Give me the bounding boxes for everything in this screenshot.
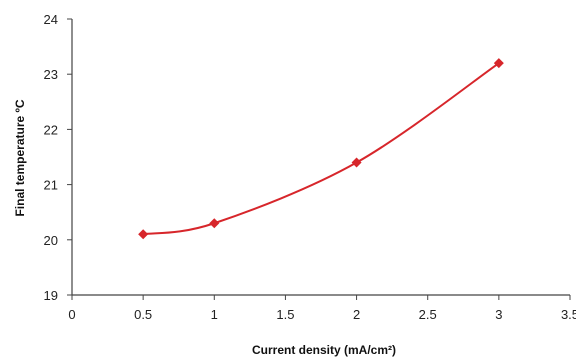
y-tick-label: 21 bbox=[44, 178, 58, 193]
y-axis-title: Final temperature ºC bbox=[13, 99, 27, 216]
x-tick-label: 3.5 bbox=[561, 307, 576, 322]
ticks bbox=[67, 18, 571, 300]
x-tick-label: 3 bbox=[495, 307, 502, 322]
y-tick-label: 24 bbox=[44, 12, 58, 27]
tick-labels: 0 0.5 1 1.5 2 2.5 3 3.5 19 20 21 22 23 24 bbox=[44, 12, 576, 322]
x-tick-label: 0 bbox=[68, 307, 75, 322]
data-point bbox=[138, 229, 149, 240]
x-tick-label: 2 bbox=[353, 307, 360, 322]
data-point bbox=[209, 218, 220, 229]
series-line bbox=[142, 62, 500, 236]
x-axis-title: Current density (mA/cm²) bbox=[252, 343, 396, 357]
y-tick-label: 19 bbox=[44, 288, 58, 303]
axes bbox=[71, 19, 570, 296]
x-tick-label: 0.5 bbox=[134, 307, 152, 322]
x-tick-label: 1.5 bbox=[276, 307, 294, 322]
y-tick-label: 20 bbox=[44, 233, 58, 248]
y-tick-label: 22 bbox=[44, 122, 58, 137]
x-tick-label: 2.5 bbox=[419, 307, 437, 322]
x-tick-label: 1 bbox=[211, 307, 218, 322]
data-point bbox=[493, 58, 504, 69]
series bbox=[138, 58, 504, 240]
data-point bbox=[351, 157, 362, 168]
y-tick-label: 23 bbox=[44, 67, 58, 82]
